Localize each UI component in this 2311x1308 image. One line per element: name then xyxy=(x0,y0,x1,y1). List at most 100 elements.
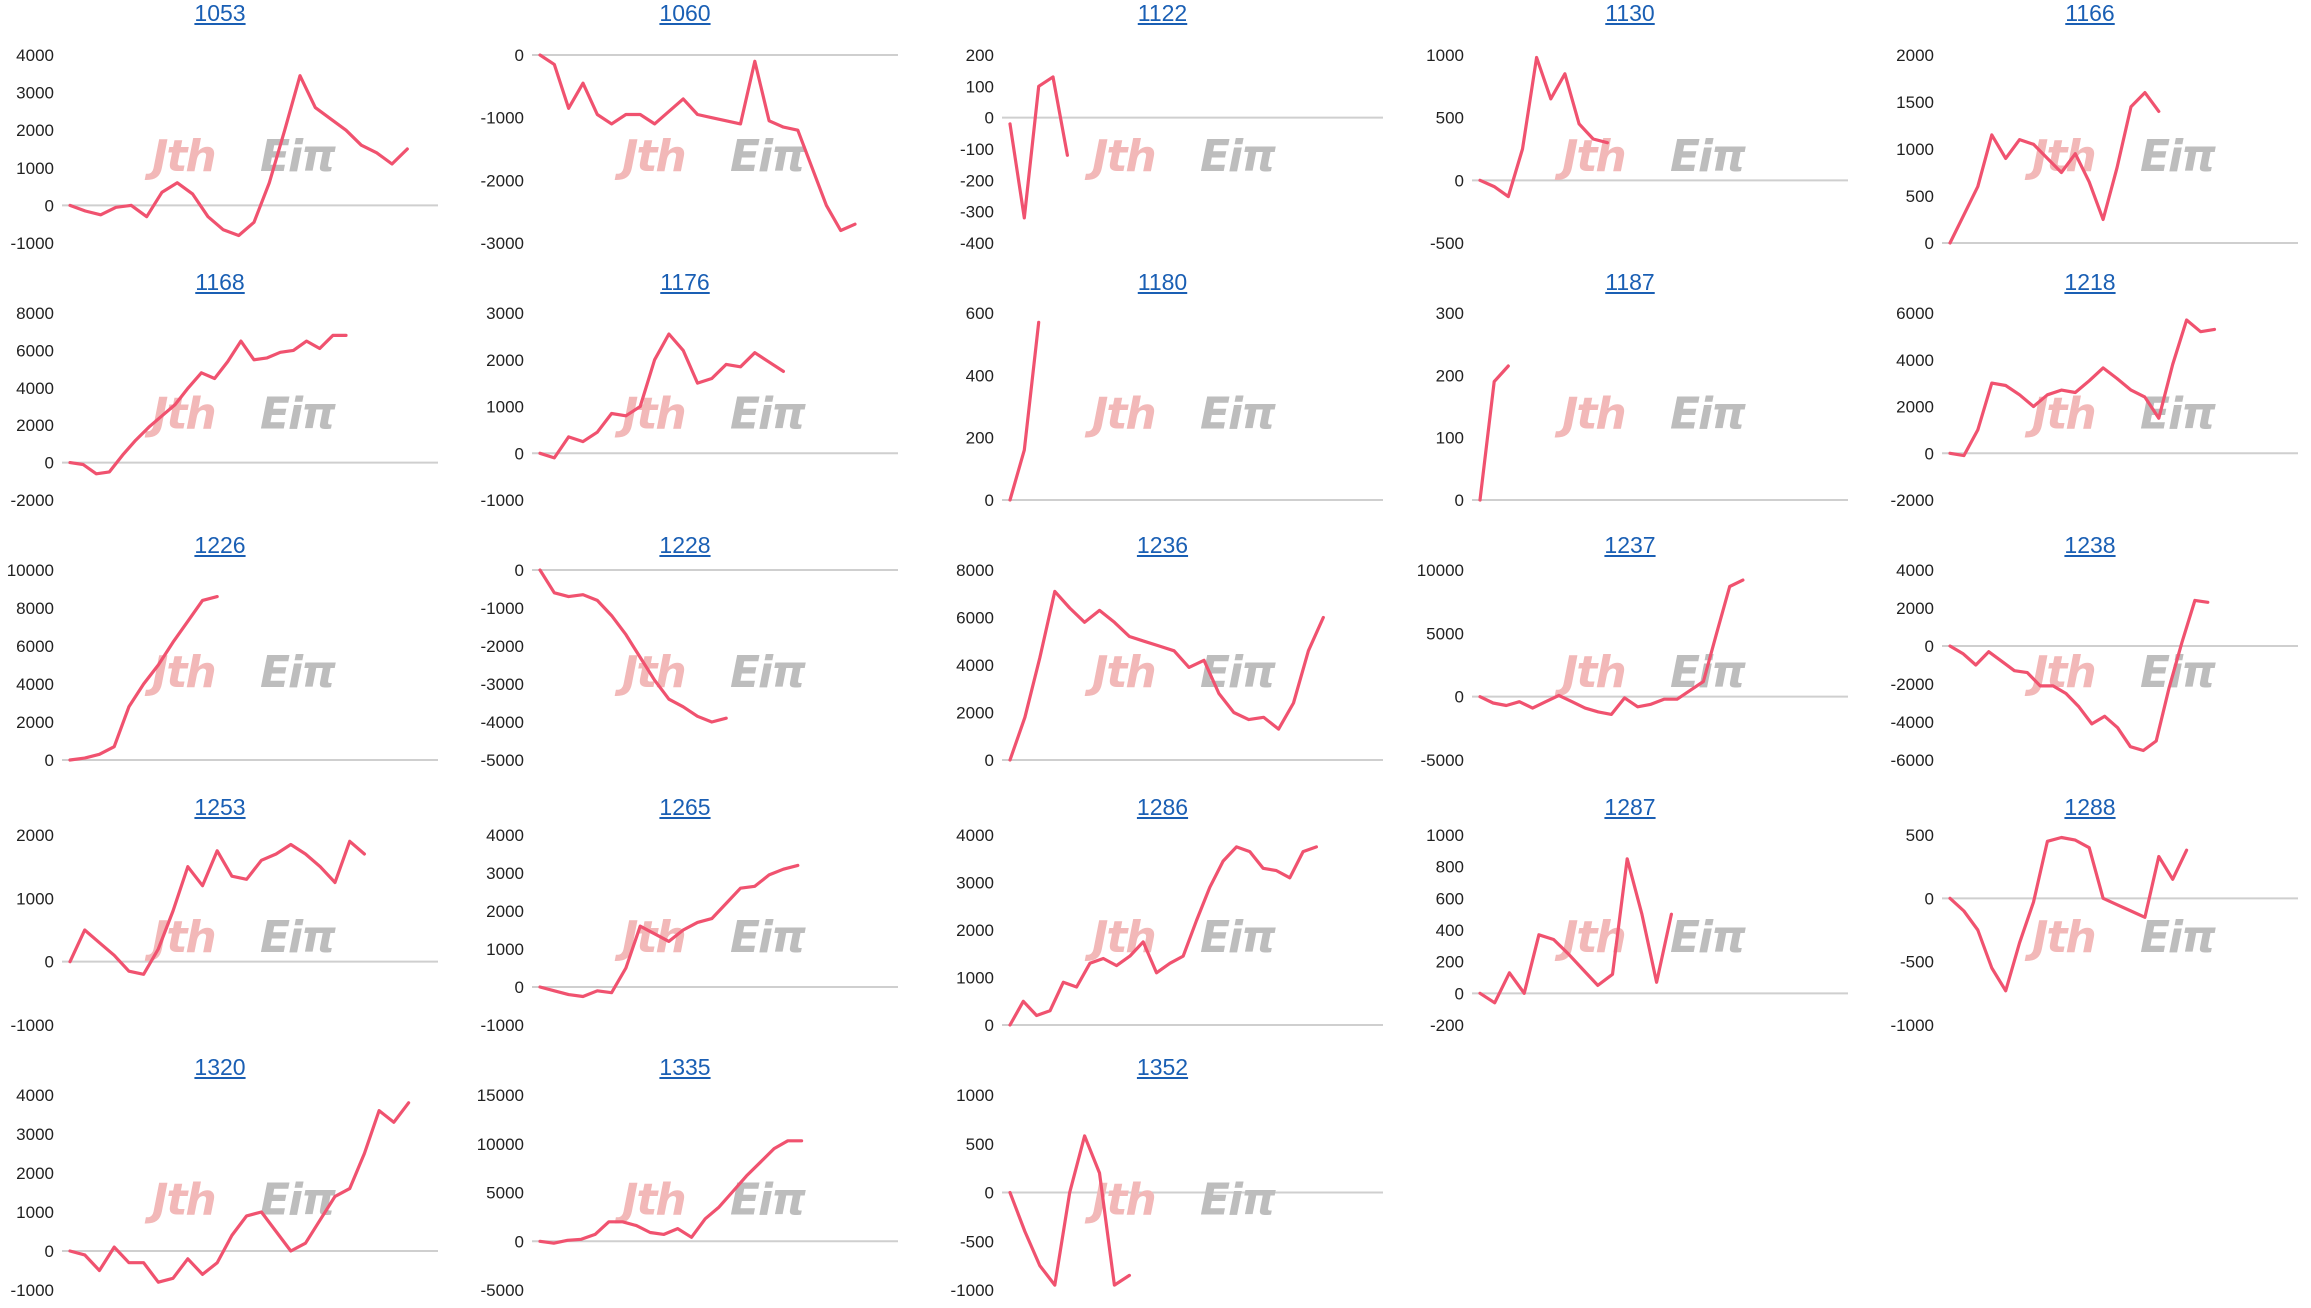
svg-text:Eiπ: Eiπ xyxy=(1200,389,1276,440)
y-tick-label: 0 xyxy=(985,751,994,770)
y-tick-label: 500 xyxy=(1906,187,1934,206)
y-tick-label: 0 xyxy=(985,1016,994,1035)
svg-text:Jth: Jth xyxy=(2024,389,2095,440)
watermark-logo: Jth Eiπ xyxy=(1554,131,1746,182)
y-tick-label: 4000 xyxy=(486,826,524,845)
y-tick-label: 8000 xyxy=(956,561,994,580)
y-tick-label: 2000 xyxy=(486,902,524,921)
y-tick-label: -2000 xyxy=(1891,675,1934,694)
y-tick-label: 0 xyxy=(515,1232,524,1251)
y-tick-label: 0 xyxy=(45,953,54,972)
y-tick-label: -3000 xyxy=(481,675,524,694)
y-tick-label: 4000 xyxy=(16,675,54,694)
y-tick-label: 0 xyxy=(1455,171,1464,190)
svg-text:Eiπ: Eiπ xyxy=(1670,389,1746,440)
y-tick-label: 5000 xyxy=(1426,624,1464,643)
watermark-logo: Jth Eiπ xyxy=(2024,912,2216,963)
y-tick-label: 0 xyxy=(45,751,54,770)
y-tick-label: -2000 xyxy=(481,637,524,656)
y-tick-label: -2000 xyxy=(11,491,54,510)
y-tick-label: 4000 xyxy=(16,46,54,65)
y-tick-label: 0 xyxy=(1455,984,1464,1003)
y-tick-label: 2000 xyxy=(956,704,994,723)
y-tick-label: 0 xyxy=(1925,889,1934,908)
svg-text:Eiπ: Eiπ xyxy=(260,647,336,698)
svg-text:Eiπ: Eiπ xyxy=(2140,912,2216,963)
series-line xyxy=(1010,322,1039,500)
y-tick-label: 0 xyxy=(45,1242,54,1261)
y-tick-label: -500 xyxy=(1430,234,1464,253)
y-tick-label: 2000 xyxy=(956,921,994,940)
y-tick-label: 1000 xyxy=(1426,46,1464,65)
svg-text:Eiπ: Eiπ xyxy=(260,389,336,440)
svg-text:Eiπ: Eiπ xyxy=(1670,131,1746,182)
y-tick-label: 2000 xyxy=(16,121,54,140)
y-tick-label: -5000 xyxy=(481,1281,524,1300)
y-tick-label: 1000 xyxy=(16,889,54,908)
y-tick-label: 6000 xyxy=(16,637,54,656)
y-tick-label: 6000 xyxy=(16,341,54,360)
y-tick-label: 6000 xyxy=(956,609,994,628)
y-tick-label: 1000 xyxy=(486,398,524,417)
y-tick-label: 100 xyxy=(966,77,994,96)
series-line xyxy=(70,76,407,236)
svg-text:Jth: Jth xyxy=(1084,647,1155,698)
watermark-logo: Jth Eiπ xyxy=(144,647,336,698)
y-tick-label: 1000 xyxy=(956,1086,994,1105)
svg-text:Eiπ: Eiπ xyxy=(730,389,806,440)
svg-text:Jth: Jth xyxy=(1084,912,1155,963)
y-tick-label: 0 xyxy=(1925,444,1934,463)
y-tick-label: 2000 xyxy=(486,351,524,370)
y-tick-label: 400 xyxy=(966,366,994,385)
y-tick-label: -4000 xyxy=(481,713,524,732)
y-tick-label: -1000 xyxy=(11,234,54,253)
y-tick-label: 10000 xyxy=(477,1135,524,1154)
y-tick-label: -2000 xyxy=(481,171,524,190)
svg-text:Jth: Jth xyxy=(144,647,215,698)
svg-text:Jth: Jth xyxy=(2024,912,2095,963)
y-tick-label: 4000 xyxy=(1896,561,1934,580)
y-tick-label: 8000 xyxy=(16,304,54,323)
svg-text:Jth: Jth xyxy=(1084,1175,1155,1226)
svg-text:Jth: Jth xyxy=(1554,131,1625,182)
y-tick-label: -500 xyxy=(1900,953,1934,972)
y-tick-label: 500 xyxy=(966,1135,994,1154)
y-tick-label: -1000 xyxy=(951,1281,994,1300)
series-line xyxy=(1480,366,1508,500)
y-tick-label: 10000 xyxy=(1417,561,1464,580)
y-tick-label: 0 xyxy=(1455,688,1464,707)
y-tick-label: 800 xyxy=(1436,858,1464,877)
